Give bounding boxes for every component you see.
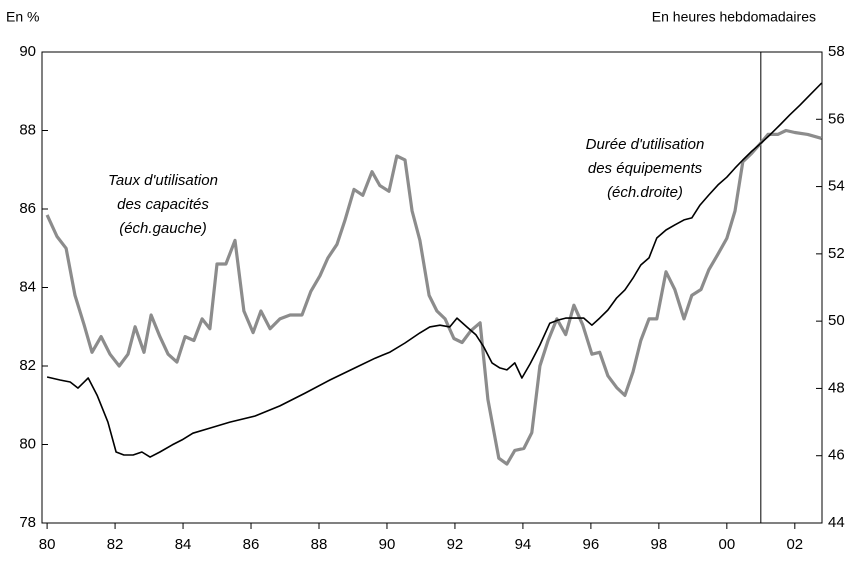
y-tick-label: 86 bbox=[19, 200, 36, 217]
y2-tick-label: 56 bbox=[828, 110, 845, 127]
y-tick-label: 82 bbox=[19, 357, 36, 374]
x-tick-label: 94 bbox=[515, 536, 532, 553]
y2-tick-label: 44 bbox=[828, 514, 845, 531]
y2-tick-label: 58 bbox=[828, 43, 845, 60]
series-line bbox=[45, 128, 823, 466]
annotation: (éch.droite) bbox=[607, 184, 683, 201]
x-tick-label: 82 bbox=[107, 536, 124, 553]
x-tick-label: 96 bbox=[583, 536, 600, 553]
x-tick-label: 90 bbox=[379, 536, 396, 553]
y-tick-label: 78 bbox=[19, 514, 36, 531]
annotation: des capacités bbox=[117, 196, 209, 213]
y2-tick-label: 52 bbox=[828, 245, 845, 262]
y-tick-label: 80 bbox=[19, 435, 36, 452]
y-axis-unit: En % bbox=[6, 9, 39, 25]
y2-tick-label: 50 bbox=[828, 312, 845, 329]
y2-tick-label: 48 bbox=[828, 379, 845, 396]
y-tick-label: 90 bbox=[19, 43, 36, 60]
annotation: des équipements bbox=[588, 160, 703, 177]
x-tick-label: 98 bbox=[651, 536, 668, 553]
x-tick-label: 00 bbox=[718, 536, 735, 553]
x-tick-label: 92 bbox=[447, 536, 464, 553]
annotation: Taux d'utilisation bbox=[108, 172, 218, 189]
y-tick-label: 88 bbox=[19, 121, 36, 138]
x-tick-label: 86 bbox=[243, 536, 260, 553]
y2-tick-label: 46 bbox=[828, 447, 845, 464]
y2-tick-label: 54 bbox=[828, 178, 845, 195]
x-tick-label: 88 bbox=[311, 536, 328, 553]
y-tick-label: 84 bbox=[19, 278, 36, 295]
series-line bbox=[46, 82, 823, 458]
y2-axis-unit: En heures hebdomadaires bbox=[652, 9, 816, 25]
annotation: (éch.gauche) bbox=[119, 220, 207, 237]
x-tick-label: 02 bbox=[786, 536, 803, 553]
annotation: Durée d'utilisation bbox=[586, 136, 705, 153]
x-tick-label: 80 bbox=[39, 536, 56, 553]
x-tick-label: 84 bbox=[175, 536, 192, 553]
